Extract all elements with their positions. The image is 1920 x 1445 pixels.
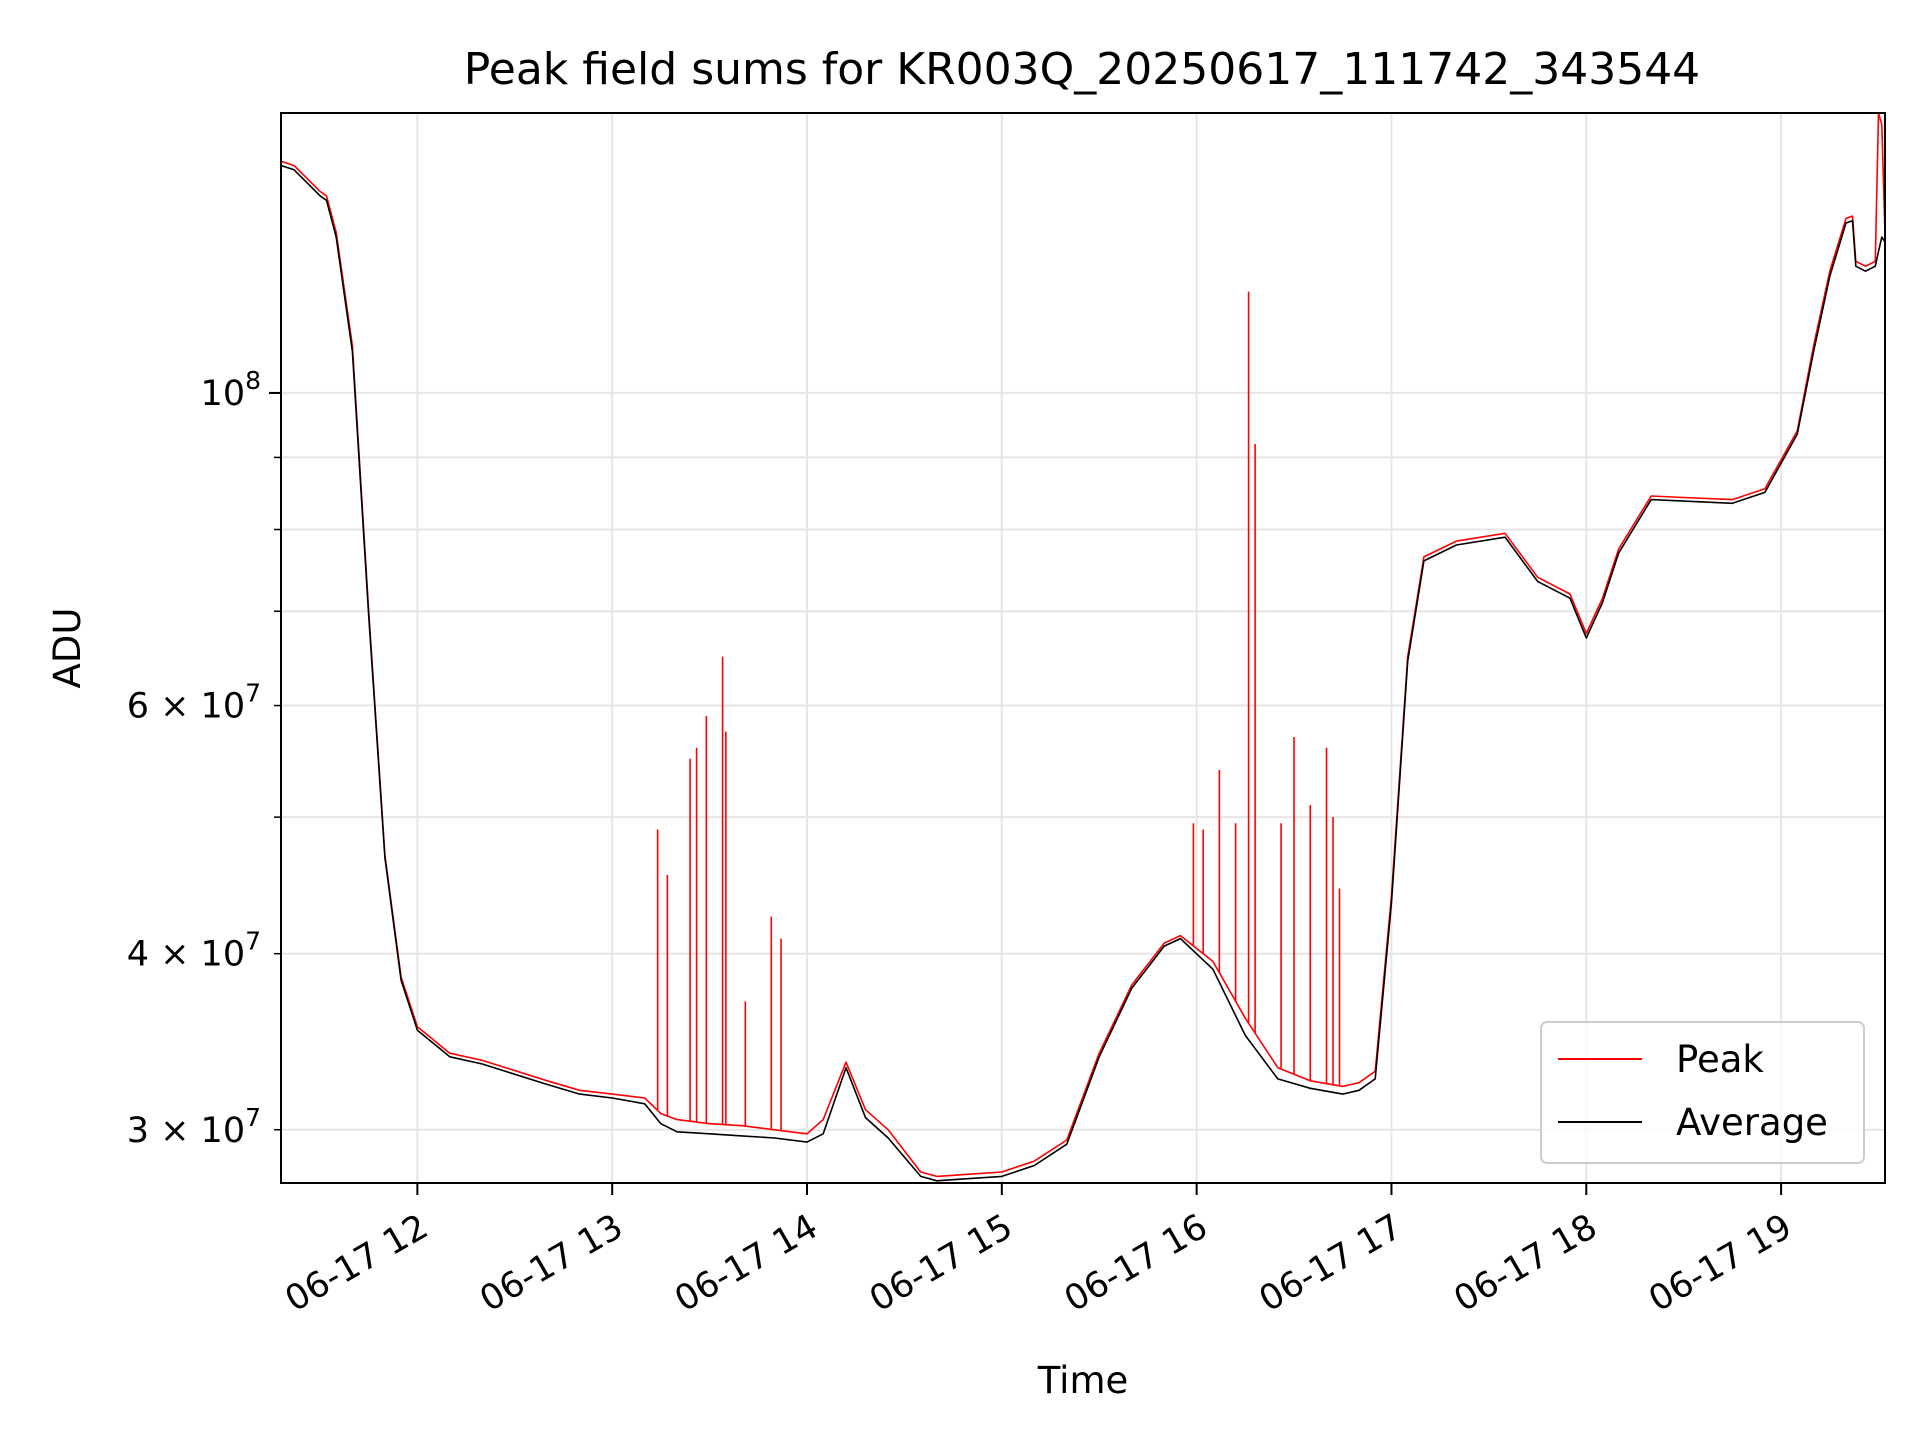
x-axis-label: Time <box>1037 1359 1129 1402</box>
y-axis: 108 3 × 107 4 × 107 6 × 107 <box>127 366 281 1151</box>
series-layer <box>280 112 1886 1182</box>
y-tick-label: 3 × 107 <box>127 1103 261 1151</box>
series-line-peak <box>280 112 1886 1178</box>
y-axis-label: ADU <box>46 608 89 689</box>
legend-box <box>1540 1021 1865 1164</box>
grid <box>281 113 1885 1183</box>
legend: Peak Average <box>1540 1021 1865 1164</box>
legend-label-peak: Peak <box>1676 1038 1764 1081</box>
chart-title: Peak field sums for KR003Q_20250617_1117… <box>464 44 1700 95</box>
y-tick-label: 4 × 107 <box>127 927 261 975</box>
legend-label-average: Average <box>1676 1101 1828 1144</box>
plot-area-frame <box>280 112 1886 1184</box>
y-tick-label: 6 × 107 <box>127 679 261 727</box>
y-tick-label: 108 <box>201 366 261 414</box>
series-line-average <box>280 164 1886 1182</box>
